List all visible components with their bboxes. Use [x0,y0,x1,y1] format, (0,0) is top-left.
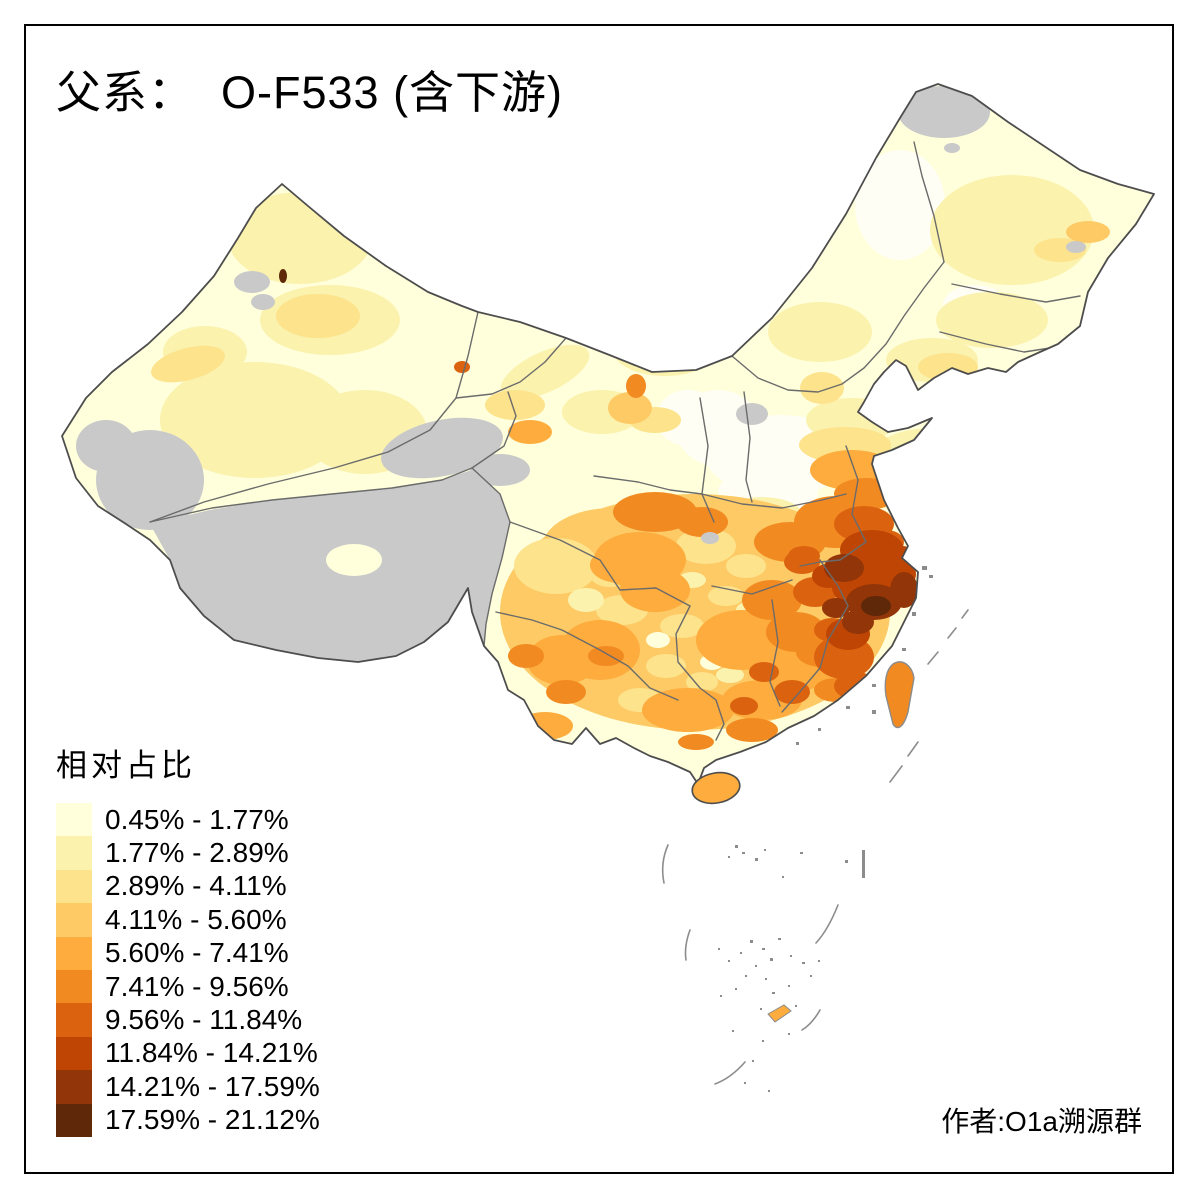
legend-bin-label: 14.21% - 17.59% [105,1070,320,1102]
legend-swatch [56,936,92,970]
legend-bin-label: 7.41% - 9.56% [105,970,289,1002]
legend-bin-label: 9.56% - 11.84% [105,1004,303,1036]
legend-swatch [56,803,92,837]
legend-bin-label: 5.60% - 7.41% [105,937,289,969]
legend-row: 7.41% - 9.56% [56,969,320,1004]
province-borders [149,141,1081,741]
taiwan-island [884,661,915,729]
islets [661,566,969,1092]
legend-row: 4.11% - 5.60% [56,903,320,937]
legend-row: 11.84% - 14.21% [56,1036,320,1071]
hainan-island [691,771,741,805]
page-title: 父系： O-F533 (含下游) [56,67,564,118]
legend-row: 9.56% - 11.84% [56,1003,320,1037]
legend-title: 相对占比 [56,748,196,783]
legend-swatch [56,869,92,904]
legend-bin-label: 17.59% - 21.12% [105,1104,320,1136]
legend-bin-label: 1.77% - 2.89% [105,837,289,869]
legend-bin-label: 2.89% - 4.11% [105,870,287,902]
legend-swatch [56,1070,92,1104]
legend-rows: 0.45% - 1.77% 1.77% - 2.89% 2.89% - 4.11% 4… [56,803,320,1137]
legend-row: 14.21% - 17.59% [56,1070,320,1104]
legend-swatch [56,836,92,870]
legend-row: 1.77% - 2.89% [56,836,320,870]
china-outline [61,83,1155,785]
legend-row: 17.59% - 21.12% [56,1103,320,1137]
legend-swatch [56,969,92,1004]
legend-row: 2.89% - 4.11% [56,869,320,904]
legend-bin-label: 4.11% - 5.60% [105,903,287,935]
author-credit: 作者:O1a溯源群 [941,1106,1142,1137]
orange-islet [767,1004,792,1023]
legend-bin-label: 0.45% - 1.77% [105,803,289,835]
legend-row: 0.45% - 1.77% [56,803,320,837]
mainland-fills [62,84,1154,784]
legend-swatch [56,1003,92,1037]
legend-bin-label: 11.84% - 14.21% [105,1037,318,1069]
legend-swatch [56,1103,92,1137]
legend-row: 5.60% - 7.41% [56,936,320,970]
legend-swatch [56,903,92,937]
legend-swatch [56,1036,92,1071]
legend: 相对占比 0.45% - 1.77% 1.77% - 2.89% 2.89% - 4… [56,740,320,1137]
